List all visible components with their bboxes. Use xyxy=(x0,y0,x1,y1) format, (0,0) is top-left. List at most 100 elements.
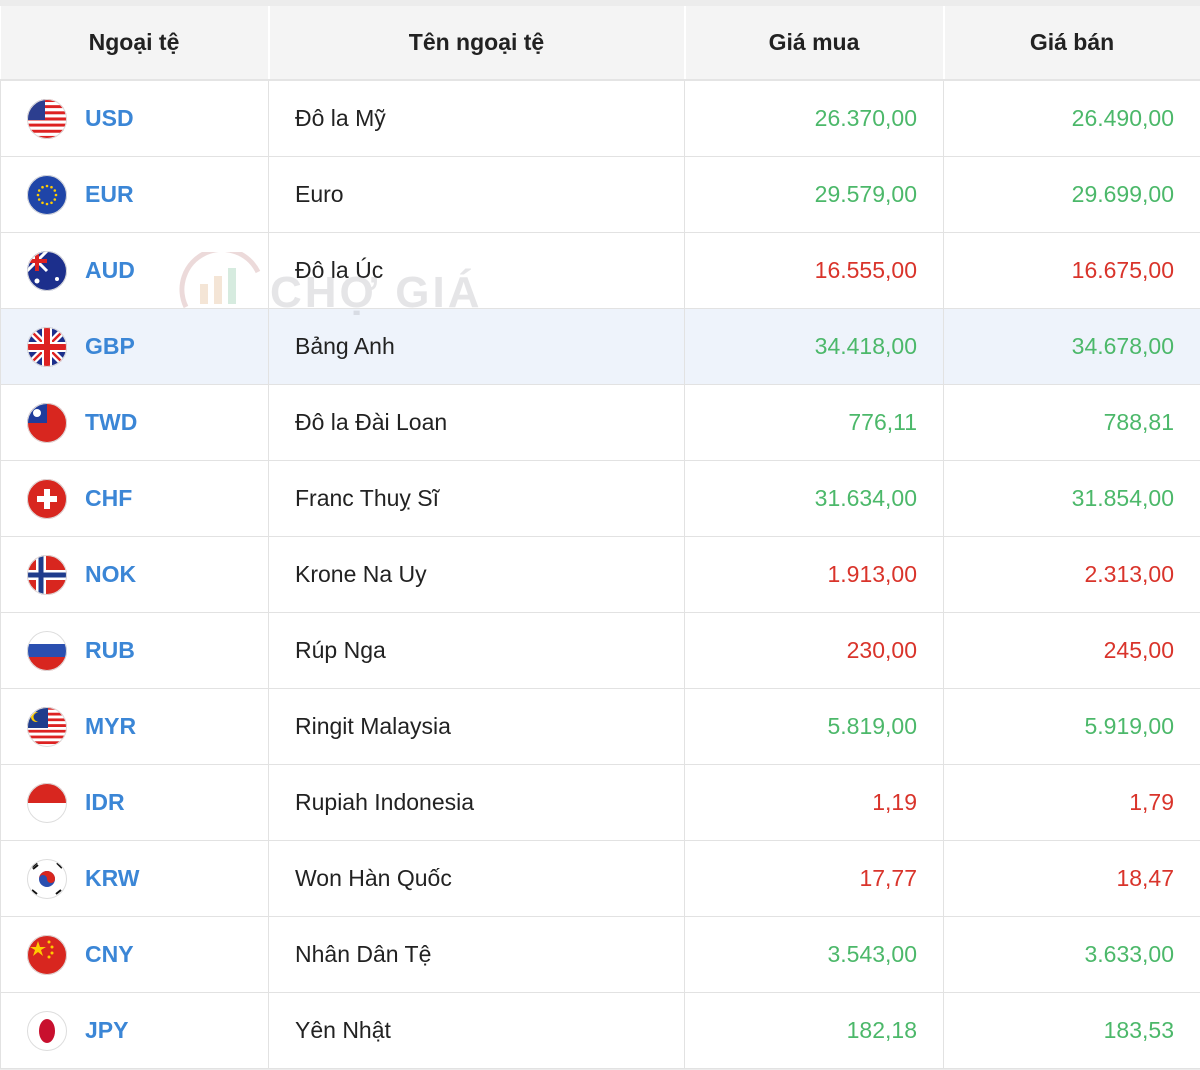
flag-icon xyxy=(27,554,67,595)
buy-price: 34.418,00 xyxy=(684,308,944,385)
flag-icon xyxy=(27,630,67,671)
table-row: KRW Won Hàn Quốc 17,77 18,47 xyxy=(0,840,1200,917)
flag-icon xyxy=(27,1010,67,1051)
currency-code: USD xyxy=(85,105,134,131)
flag-icon xyxy=(27,782,67,823)
currency-code: JPY xyxy=(85,1017,129,1043)
sell-price: 29.699,00 xyxy=(943,156,1200,233)
buy-price: 29.579,00 xyxy=(684,156,944,233)
buy-price: 1,19 xyxy=(684,764,944,841)
flag-icon xyxy=(27,478,67,519)
sell-price: 34.678,00 xyxy=(943,308,1200,385)
currency-cell: MYR xyxy=(0,688,269,765)
rate-table: Ngoại tệ Tên ngoại tệ Giá mua Giá bán USD Đô… xyxy=(0,6,1200,1069)
table-row: IDR Rupiah Indonesia 1,19 1,79 xyxy=(0,764,1200,841)
table-row: MYR Ringit Malaysia 5.819,00 5.919,00 xyxy=(0,688,1200,765)
table-row: GBP Bảng Anh 34.418,00 34.678,00 xyxy=(0,308,1200,385)
table-row: TWD Đô la Đài Loan 776,11 788,81 xyxy=(0,384,1200,461)
sell-price: 245,00 xyxy=(943,612,1200,689)
buy-price: 5.819,00 xyxy=(684,688,944,765)
sell-price: 5.919,00 xyxy=(943,688,1200,765)
currency-name: Rupiah Indonesia xyxy=(268,764,685,841)
table-row: NOK Krone Na Uy 1.913,00 2.313,00 xyxy=(0,536,1200,613)
currency-name: Đô la Đài Loan xyxy=(268,384,685,461)
currency-code: CNY xyxy=(85,941,134,967)
buy-price: 776,11 xyxy=(684,384,944,461)
sell-price: 16.675,00 xyxy=(943,232,1200,309)
currency-code: IDR xyxy=(85,789,125,815)
sell-price: 18,47 xyxy=(943,840,1200,917)
sell-price: 1,79 xyxy=(943,764,1200,841)
currency-name: Đô la Úc xyxy=(268,232,685,309)
currency-code: NOK xyxy=(85,561,137,587)
sell-price: 26.490,00 xyxy=(943,79,1200,157)
watermark: CHỢ GIÁ xyxy=(270,268,483,317)
sell-price: 183,53 xyxy=(943,992,1200,1069)
table-row: USD Đô la Mỹ 26.370,00 26.490,00 xyxy=(0,79,1200,157)
currency-cell: JPY xyxy=(0,992,269,1069)
currency-code: CHF xyxy=(85,485,133,511)
flag-icon xyxy=(27,934,67,975)
currency-code: EUR xyxy=(85,181,134,207)
header-cell: Giá bán xyxy=(943,6,1200,81)
flag-icon xyxy=(27,858,67,899)
currency-code: RUB xyxy=(85,637,135,663)
watermark-icon xyxy=(179,252,261,309)
buy-price: 1.913,00 xyxy=(684,536,944,613)
table-row: EUR Euro 29.579,00 29.699,00 xyxy=(0,156,1200,233)
currency-name: Rúp Nga xyxy=(268,612,685,689)
sell-price: 788,81 xyxy=(943,384,1200,461)
currency-name: Won Hàn Quốc xyxy=(268,840,685,917)
currency-name: Krone Na Uy xyxy=(268,536,685,613)
currency-name: Nhân Dân Tệ xyxy=(268,916,685,993)
buy-price: 16.555,00 xyxy=(684,232,944,309)
currency-name: Euro xyxy=(268,156,685,233)
flag-icon xyxy=(27,98,67,139)
table-row: CHF Franc Thuỵ Sĩ 31.634,00 31.854,00 xyxy=(0,460,1200,537)
header-cell: Giá mua xyxy=(684,6,945,81)
flag-icon xyxy=(27,706,67,747)
currency-name: Ringit Malaysia xyxy=(268,688,685,765)
flag-icon xyxy=(27,250,67,291)
currency-name: Bảng Anh xyxy=(268,308,685,385)
flag-icon xyxy=(27,174,67,215)
currency-cell: EUR xyxy=(0,156,269,233)
sell-price: 31.854,00 xyxy=(943,460,1200,537)
currency-code: KRW xyxy=(85,865,140,891)
currency-cell: RUB xyxy=(0,612,269,689)
buy-price: 3.543,00 xyxy=(684,916,944,993)
currency-cell: CNY xyxy=(0,916,269,993)
table-row: CNY Nhân Dân Tệ 3.543,00 3.633,00 xyxy=(0,916,1200,993)
currency-cell: KRW xyxy=(0,840,269,917)
currency-cell: IDR xyxy=(0,764,269,841)
currency-cell: TWD xyxy=(0,384,269,461)
header-cell: Tên ngoại tệ xyxy=(268,6,686,81)
flag-icon xyxy=(27,402,67,443)
sell-price: 3.633,00 xyxy=(943,916,1200,993)
header-row: Ngoại tệ Tên ngoại tệ Giá mua Giá bán xyxy=(0,6,1200,81)
table-body: USD Đô la Mỹ 26.370,00 26.490,00 EUR Euro 29.5… xyxy=(0,79,1200,1069)
header-cell: Ngoại tệ xyxy=(0,6,270,81)
buy-price: 17,77 xyxy=(684,840,944,917)
flag-icon xyxy=(27,326,67,367)
currency-code: TWD xyxy=(85,409,138,435)
table-row: RUB Rúp Nga 230,00 245,00 xyxy=(0,612,1200,689)
currency-code: GBP xyxy=(85,333,135,359)
rate-table-container: Ngoại tệ Tên ngoại tệ Giá mua Giá bán USD Đô… xyxy=(0,6,1200,1069)
buy-price: 182,18 xyxy=(684,992,944,1069)
currency-cell: USD xyxy=(0,79,269,157)
buy-price: 230,00 xyxy=(684,612,944,689)
table-row: JPY Yên Nhật 182,18 183,53 xyxy=(0,992,1200,1069)
currency-name: Yên Nhật xyxy=(268,992,685,1069)
buy-price: 31.634,00 xyxy=(684,460,944,537)
currency-name: Đô la Mỹ xyxy=(268,79,685,157)
currency-code: MYR xyxy=(85,713,137,739)
sell-price: 2.313,00 xyxy=(943,536,1200,613)
currency-cell: AUD xyxy=(0,232,269,309)
currency-cell: GBP xyxy=(0,308,269,385)
currency-cell: CHF xyxy=(0,460,269,537)
currency-name: Franc Thuỵ Sĩ xyxy=(268,460,685,537)
currency-code: AUD xyxy=(85,257,135,283)
currency-cell: NOK xyxy=(0,536,269,613)
